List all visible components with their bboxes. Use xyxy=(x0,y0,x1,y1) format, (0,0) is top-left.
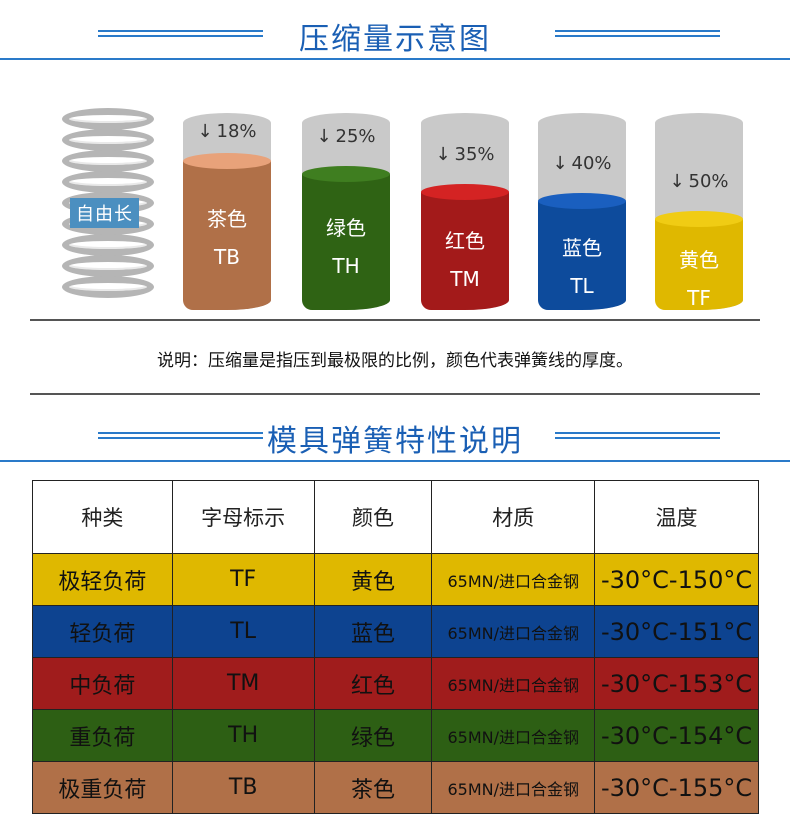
color-cell: 红色 xyxy=(313,657,433,710)
table-header-row: 种类 字母标示 颜色 材质 温度 xyxy=(32,480,759,554)
header-divider xyxy=(0,58,790,60)
letter-cell: TF xyxy=(171,553,315,606)
type-cell: 重负荷 xyxy=(32,709,173,762)
down-arrow-icon: ↓ xyxy=(197,121,213,142)
temperature-cell: -30°C-155°C xyxy=(594,761,759,814)
color-code: TH xyxy=(332,254,360,279)
temperature-cell: -30°C-151°C xyxy=(594,605,759,658)
compression-percent: ↓ 40% xyxy=(538,153,626,174)
spring-characteristics-title: 模具弹簧特性说明 xyxy=(267,424,523,459)
diagram-baseline xyxy=(30,319,760,321)
cylinder-tf: ↓ 50% 黄色 TF xyxy=(655,113,743,310)
table-row: 轻负荷 TL 蓝色 65MN/进口合金钢 -30°C-151°C xyxy=(32,605,759,658)
color-code: TL xyxy=(570,273,594,298)
explanation-note: 说明：压缩量是指压到最极限的比例，颜色代表弹簧线的厚度。 xyxy=(157,351,633,371)
color-cell: 茶色 xyxy=(313,761,433,814)
color-cell: 蓝色 xyxy=(313,605,433,658)
letter-cell: TH xyxy=(171,709,315,762)
header-color: 颜色 xyxy=(313,480,433,554)
down-arrow-icon: ↓ xyxy=(669,171,685,192)
compression-percent: ↓ 35% xyxy=(421,144,509,165)
title-decoration-left xyxy=(98,30,263,37)
compression-diagram-title: 压缩量示意图 xyxy=(299,22,491,57)
spring-spec-table: 种类 字母标示 颜色 材质 温度 极轻负荷 TF 黄色 65MN/进口合金钢 -30°C… xyxy=(32,480,759,814)
down-arrow-icon: ↓ xyxy=(552,153,568,174)
table-row: 中负荷 TM 红色 65MN/进口合金钢 -30°C-153°C xyxy=(32,657,759,710)
down-arrow-icon: ↓ xyxy=(435,144,451,165)
cylinder-fill xyxy=(183,153,271,310)
title-decoration-right xyxy=(555,432,720,439)
table-row: 极轻负荷 TF 黄色 65MN/进口合金钢 -30°C-150°C xyxy=(32,553,759,606)
free-length-label: 自由长 xyxy=(70,198,139,228)
letter-cell: TB xyxy=(171,761,315,814)
cylinder-tl: ↓ 40% 蓝色 TL xyxy=(538,113,626,310)
cylinder-fill xyxy=(421,184,509,310)
percent-value: 40% xyxy=(571,153,612,174)
compression-percent: ↓ 50% xyxy=(655,171,743,192)
color-name: 绿色 xyxy=(326,216,366,241)
cylinder-fill xyxy=(302,166,390,310)
table-row: 重负荷 TH 绿色 65MN/进口合金钢 -30°C-154°C xyxy=(32,709,759,762)
letter-cell: TL xyxy=(171,605,315,658)
spring-coil xyxy=(62,150,154,172)
color-name: 茶色 xyxy=(207,206,247,231)
temperature-cell: -30°C-150°C xyxy=(594,553,759,606)
color-cell: 绿色 xyxy=(313,709,433,762)
percent-value: 35% xyxy=(454,144,495,165)
temperature-cell: -30°C-153°C xyxy=(594,657,759,710)
spring-coil xyxy=(62,234,154,256)
down-arrow-icon: ↓ xyxy=(316,126,332,147)
cylinder-tb: ↓ 18% 茶色 TB xyxy=(183,113,271,310)
color-code: TM xyxy=(450,267,480,292)
temperature-cell: -30°C-154°C xyxy=(594,709,759,762)
title-decoration-right xyxy=(555,30,720,37)
cylinder-tm: ↓ 35% 红色 TM xyxy=(421,113,509,310)
spring-coil xyxy=(62,255,154,277)
cylinder-th: ↓ 25% 绿色 TH xyxy=(302,113,390,310)
header-type: 种类 xyxy=(32,480,173,554)
compression-percent: ↓ 25% xyxy=(302,126,390,147)
table-row: 极重负荷 TB 茶色 65MN/进口合金钢 -30°C-155°C xyxy=(32,761,759,814)
title-decoration-left xyxy=(98,432,263,439)
material-cell: 65MN/进口合金钢 xyxy=(431,553,596,606)
compression-percent: ↓ 18% xyxy=(183,121,271,142)
color-name: 蓝色 xyxy=(562,235,602,260)
type-cell: 轻负荷 xyxy=(32,605,173,658)
color-name: 黄色 xyxy=(679,248,719,273)
type-cell: 中负荷 xyxy=(32,657,173,710)
color-cell: 黄色 xyxy=(313,553,433,606)
spring-coil xyxy=(62,129,154,151)
material-cell: 65MN/进口合金钢 xyxy=(431,709,596,762)
note-divider xyxy=(30,393,760,395)
cylinder-fill xyxy=(538,193,626,310)
letter-cell: TM xyxy=(171,657,315,710)
header-letter: 字母标示 xyxy=(171,480,315,554)
type-cell: 极重负荷 xyxy=(32,761,173,814)
color-code: TF xyxy=(687,286,711,311)
type-cell: 极轻负荷 xyxy=(32,553,173,606)
cylinder-fill xyxy=(655,211,743,310)
material-cell: 65MN/进口合金钢 xyxy=(431,657,596,710)
color-code: TB xyxy=(214,244,240,269)
color-name: 红色 xyxy=(445,229,485,254)
material-cell: 65MN/进口合金钢 xyxy=(431,761,596,814)
percent-value: 50% xyxy=(688,171,729,192)
header-divider xyxy=(0,460,790,462)
percent-value: 25% xyxy=(335,126,376,147)
percent-value: 18% xyxy=(216,121,257,142)
header-temperature: 温度 xyxy=(594,480,759,554)
material-cell: 65MN/进口合金钢 xyxy=(431,605,596,658)
spring-coil xyxy=(62,108,154,130)
header-material: 材质 xyxy=(431,480,596,554)
spring-coil xyxy=(62,171,154,193)
spring-coil xyxy=(62,276,154,298)
